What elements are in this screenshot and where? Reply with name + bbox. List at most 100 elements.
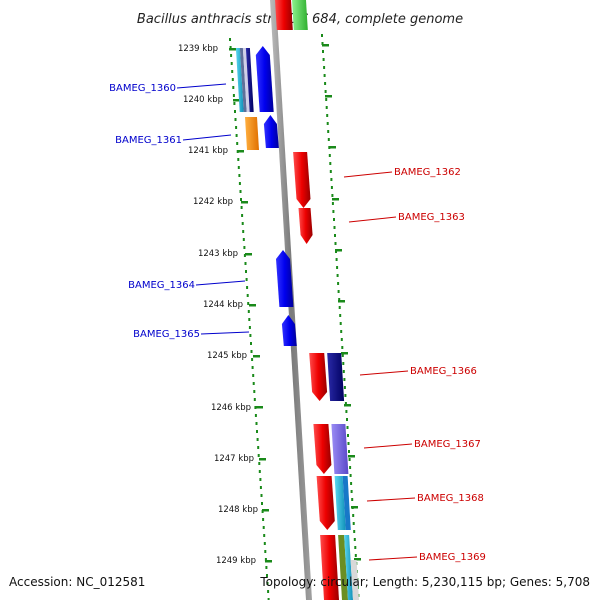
ruler-dot <box>242 238 245 241</box>
ruler-dot <box>342 370 345 373</box>
ruler-dot <box>248 326 251 329</box>
ruler-dot <box>267 598 270 600</box>
left-gene-labels: BAMEG_1360 BAMEG_1361 BAMEG_1364 BAMEG_1… <box>109 83 250 340</box>
ruler-dot <box>257 454 260 457</box>
kbp-label: 1245 kbp <box>207 351 247 361</box>
leader-line <box>359 370 409 376</box>
ruler-dot <box>262 518 265 521</box>
ruler-dot <box>238 182 241 185</box>
gene-label-bameg-1366[interactable]: BAMEG_1366 <box>410 366 477 377</box>
ruler-dot <box>263 542 266 545</box>
ruler-dot <box>243 254 246 257</box>
ruler-dot <box>324 90 327 93</box>
gene-label-bameg-1368[interactable]: BAMEG_1368 <box>417 493 484 504</box>
ruler-dot <box>264 550 267 553</box>
gene-arrow-bameg-1360 <box>255 46 274 112</box>
ruler-dot <box>267 590 270 593</box>
gene-label-bameg-1365[interactable]: BAMEG_1365 <box>133 329 200 340</box>
ruler-dot <box>338 306 341 309</box>
ruler-dot <box>235 134 238 137</box>
ruler-tick <box>322 44 329 47</box>
ruler-dot <box>244 262 247 265</box>
ruler-dot <box>352 514 355 517</box>
leader-line <box>200 331 250 335</box>
ruler-dot <box>331 202 334 205</box>
ruler-tick <box>259 458 266 461</box>
ruler-tick <box>338 300 345 303</box>
ruler-dot <box>351 498 354 501</box>
ruler-dot <box>231 70 234 73</box>
ruler-dot <box>348 450 350 453</box>
ruler-dot <box>259 486 262 489</box>
leader-line <box>348 216 397 223</box>
ruler-tick <box>262 509 269 512</box>
ruler-dot <box>250 342 252 345</box>
gene-segment-cyan-1369 <box>344 535 353 600</box>
ruler-dot <box>259 478 262 481</box>
ruler-dot <box>241 222 244 225</box>
ruler-dot <box>329 170 332 173</box>
ruler-dot <box>354 546 357 549</box>
ruler-dot <box>251 358 254 361</box>
ruler-dot <box>350 490 353 493</box>
ruler-tick <box>256 406 263 409</box>
ruler-tick <box>325 95 332 98</box>
gene-label-bameg-1369[interactable]: BAMEG_1369 <box>419 552 486 563</box>
ruler-dot <box>232 94 235 97</box>
ruler-dot <box>263 534 266 537</box>
ruler-dot <box>240 206 243 209</box>
ruler-tick <box>329 146 336 149</box>
gene-label-bameg-1360[interactable]: BAMEG_1360 <box>109 83 176 94</box>
ruler-dot <box>245 270 247 273</box>
ruler-dot <box>229 38 231 41</box>
kbp-label: 1249 kbp <box>216 556 256 566</box>
gene-arrow-bameg-1366 <box>309 353 328 401</box>
ruler-tick <box>233 99 240 102</box>
ruler-dot <box>326 122 329 125</box>
kbp-label: 1246 kbp <box>211 403 251 413</box>
ruler-tick <box>341 352 348 355</box>
ruler-dot <box>342 362 345 365</box>
gene-label-bameg-1362[interactable]: BAMEG_1362 <box>394 167 461 178</box>
ruler-dot <box>234 118 237 121</box>
ruler-dot <box>250 350 253 353</box>
ruler-dot <box>341 354 344 357</box>
ruler-dot <box>240 198 242 201</box>
ruler-dot <box>348 458 351 461</box>
kbp-label: 1247 kbp <box>214 454 254 464</box>
ruler-dot <box>231 78 234 81</box>
ruler-tick <box>241 201 248 204</box>
gene-label-bameg-1361[interactable]: BAMEG_1361 <box>115 135 182 146</box>
ruler-dot <box>347 434 349 437</box>
kbp-label: 1241 kbp <box>188 146 228 156</box>
gene-label-bameg-1364[interactable]: BAMEG_1364 <box>128 280 195 291</box>
ruler-dot <box>254 406 257 409</box>
ruler-dot <box>266 574 268 577</box>
ruler-dot <box>339 314 342 317</box>
ruler-dot <box>237 158 240 161</box>
ruler-dot <box>345 410 348 413</box>
ruler-tick <box>354 558 361 561</box>
ruler-dot <box>333 226 336 229</box>
ruler-dot <box>335 258 338 261</box>
ruler-dot <box>327 130 330 133</box>
gene-segment-lavender <box>331 424 349 474</box>
ruler-dot <box>255 422 258 425</box>
gene-label-bameg-1367[interactable]: BAMEG_1367 <box>414 439 481 450</box>
ruler-dot <box>230 62 233 65</box>
ruler-dot <box>234 110 236 113</box>
gene-label-bameg-1363[interactable]: BAMEG_1363 <box>398 212 465 223</box>
ruler-dot <box>349 466 352 469</box>
leader-line <box>176 83 227 89</box>
ruler-dot <box>333 218 335 221</box>
ruler-dot <box>238 174 241 177</box>
gene-arrow-top-red <box>275 0 293 30</box>
ruler-dot <box>336 266 339 269</box>
ruler-dot <box>264 558 267 561</box>
leader-line <box>195 280 246 286</box>
ruler-dot <box>344 394 347 397</box>
ruler-dots-left <box>229 38 270 600</box>
ruler-ticks <box>229 44 361 563</box>
gene-segment-navy <box>245 48 254 112</box>
ruler-dot <box>249 334 252 337</box>
